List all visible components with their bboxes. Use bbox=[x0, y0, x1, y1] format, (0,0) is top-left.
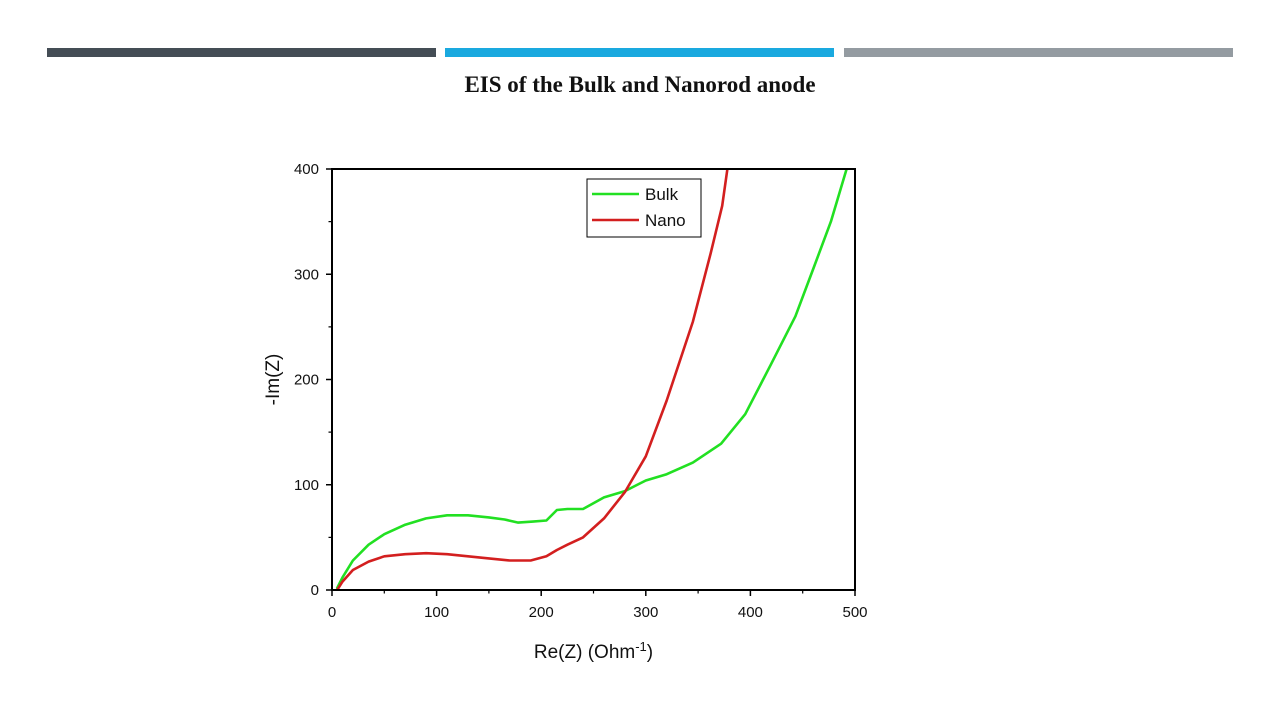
x-tick-label: 400 bbox=[738, 604, 763, 621]
x-tick-label: 500 bbox=[842, 604, 867, 621]
series-line-nano bbox=[335, 169, 729, 590]
x-tick-label: 200 bbox=[529, 604, 554, 621]
y-tick-label: 0 bbox=[311, 582, 319, 599]
series-line-bulk bbox=[335, 169, 848, 590]
legend-box bbox=[586, 178, 702, 238]
plot-lines bbox=[335, 169, 848, 590]
x-tick-label: 100 bbox=[424, 604, 449, 621]
y-tick-label: 200 bbox=[294, 372, 319, 389]
header-bar-dark bbox=[47, 48, 436, 57]
x-tick-label: 0 bbox=[328, 604, 336, 621]
x-axis-label: Re(Z) (Ohm-1) bbox=[534, 639, 653, 664]
x-axis-label-sup: -1 bbox=[635, 639, 647, 654]
x-tick-label: 300 bbox=[633, 604, 658, 621]
header-bar-blue bbox=[445, 48, 834, 57]
x-axis-label-main: Re(Z) (Ohm bbox=[534, 642, 635, 663]
axis-ticks bbox=[326, 168, 856, 596]
x-axis-label-suffix: ) bbox=[647, 642, 653, 663]
y-axis-label: -Im(Z) bbox=[263, 354, 284, 406]
y-tick-label: 100 bbox=[294, 477, 319, 494]
y-tick-label: 400 bbox=[294, 161, 319, 178]
legend-label-bulk: Bulk bbox=[645, 185, 679, 204]
legend: Bulk Nano bbox=[586, 178, 702, 238]
slide-title: EIS of the Bulk and Nanorod anode bbox=[464, 72, 816, 97]
y-tick-label: 300 bbox=[294, 266, 319, 283]
tick-labels: 0 100 200 300 400 500 0 100 200 300 400 bbox=[294, 161, 868, 621]
header-bar-gray bbox=[844, 48, 1233, 57]
legend-label-nano: Nano bbox=[645, 211, 686, 230]
